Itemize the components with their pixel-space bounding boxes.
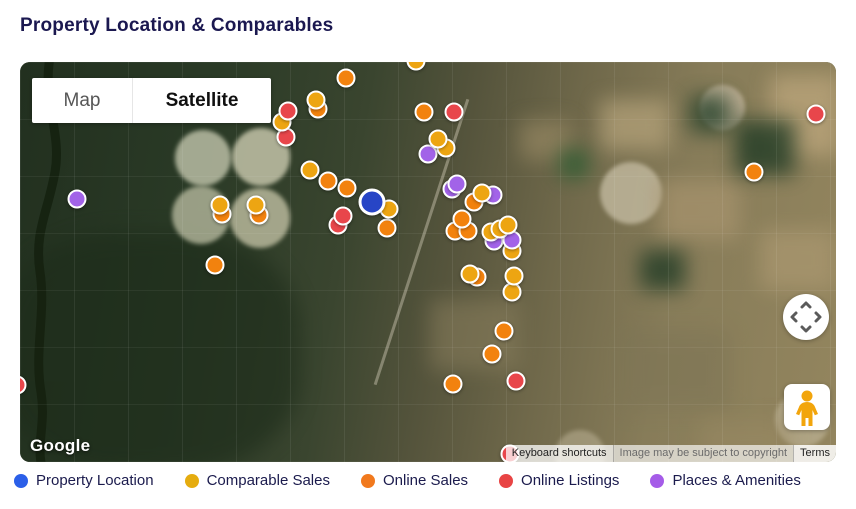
terrain-patch bbox=[640, 250, 685, 290]
pan-control[interactable] bbox=[783, 294, 829, 340]
pan-arrows-icon bbox=[790, 301, 822, 333]
crop-circle bbox=[175, 130, 231, 186]
terrain-patch bbox=[620, 330, 730, 410]
map-marker-comparable[interactable] bbox=[504, 266, 524, 286]
legend-dot-online-sales bbox=[360, 473, 375, 488]
map-marker-online_sale[interactable] bbox=[414, 102, 434, 122]
map-marker-comparable[interactable] bbox=[300, 160, 320, 180]
terrain-patch bbox=[600, 100, 670, 150]
legend-label: Online Sales bbox=[382, 472, 469, 489]
terrain-patch bbox=[690, 95, 730, 133]
pegman-button[interactable] bbox=[784, 384, 830, 430]
legend-item-comparable: Comparable Sales bbox=[184, 472, 330, 489]
legend-dot-places bbox=[650, 473, 665, 488]
map-marker-online_listing[interactable] bbox=[506, 371, 526, 391]
legend-label: Property Location bbox=[36, 472, 154, 489]
map-marker-online_sale[interactable] bbox=[318, 171, 338, 191]
map-marker-comparable[interactable] bbox=[498, 215, 518, 235]
terrain-patch bbox=[735, 120, 795, 175]
terrain-patch bbox=[560, 150, 588, 178]
copyright-notice: Image may be subject to copyright bbox=[613, 445, 794, 462]
map-marker-online_sale[interactable] bbox=[482, 344, 502, 364]
map-marker-comparable[interactable] bbox=[246, 195, 266, 215]
map-attribution-bar: Keyboard shortcuts Image may be subject … bbox=[505, 445, 836, 462]
page-title: Property Location & Comparables bbox=[20, 15, 334, 36]
legend-dot-online-listings bbox=[499, 473, 514, 488]
map-marker-online_sale[interactable] bbox=[744, 162, 764, 182]
map-marker-place[interactable] bbox=[447, 174, 467, 194]
keyboard-shortcuts-button[interactable]: Keyboard shortcuts bbox=[505, 445, 614, 462]
legend-item-places: Places & Amenities bbox=[650, 472, 801, 489]
legend-label: Online Listings bbox=[521, 472, 620, 489]
map-marker-comparable[interactable] bbox=[210, 195, 230, 215]
legend-item-property: Property Location bbox=[14, 472, 154, 489]
road-grid bbox=[20, 62, 836, 462]
map-type-satellite-button[interactable]: Satellite bbox=[133, 78, 271, 123]
map-marker-online_sale[interactable] bbox=[337, 178, 357, 198]
map-legend: Property Location Comparable Sales Online … bbox=[14, 472, 801, 489]
terrain-patch bbox=[660, 180, 740, 240]
legend-item-online-sales: Online Sales bbox=[360, 472, 469, 489]
river bbox=[34, 62, 62, 462]
map-marker-online_sale[interactable] bbox=[205, 255, 225, 275]
map-marker-online_listing[interactable] bbox=[444, 102, 464, 122]
map-marker-online_sale[interactable] bbox=[443, 374, 463, 394]
map-marker-place[interactable] bbox=[67, 189, 87, 209]
map-marker-online_sale[interactable] bbox=[494, 321, 514, 341]
map-marker-property[interactable] bbox=[358, 188, 386, 216]
map-marker-online_sale[interactable] bbox=[336, 68, 356, 88]
map-marker-comparable[interactable] bbox=[428, 129, 448, 149]
legend-dot-property bbox=[14, 473, 28, 488]
legend-dot-comparable bbox=[184, 473, 199, 488]
map-type-map-button[interactable]: Map bbox=[32, 78, 133, 123]
map-marker-online_listing[interactable] bbox=[278, 101, 298, 121]
terms-link[interactable]: Terms bbox=[793, 445, 836, 462]
map-marker-comparable[interactable] bbox=[306, 90, 326, 110]
map-marker-comparable[interactable] bbox=[460, 264, 480, 284]
map-marker-place[interactable] bbox=[418, 144, 438, 164]
google-logo[interactable]: Google bbox=[30, 436, 91, 455]
satellite-imagery bbox=[20, 62, 836, 462]
map-marker-online_sale[interactable] bbox=[377, 218, 397, 238]
terrain-patch bbox=[760, 230, 836, 290]
map-marker-online_sale[interactable] bbox=[452, 209, 472, 229]
terrain-patch bbox=[20, 232, 300, 462]
legend-item-online-listings: Online Listings bbox=[499, 472, 619, 489]
legend-label: Comparable Sales bbox=[206, 472, 330, 489]
map-marker-comparable[interactable] bbox=[472, 183, 492, 203]
map-marker-online_listing[interactable] bbox=[333, 206, 353, 226]
map-marker-online_listing[interactable] bbox=[806, 104, 826, 124]
pegman-icon bbox=[796, 390, 818, 426]
crop-circle bbox=[600, 162, 662, 224]
legend-label: Places & Amenities bbox=[672, 472, 801, 489]
satellite-map[interactable]: Map Satellite Google Keyboard shortcuts … bbox=[20, 62, 836, 462]
map-type-control: Map Satellite bbox=[32, 78, 271, 123]
